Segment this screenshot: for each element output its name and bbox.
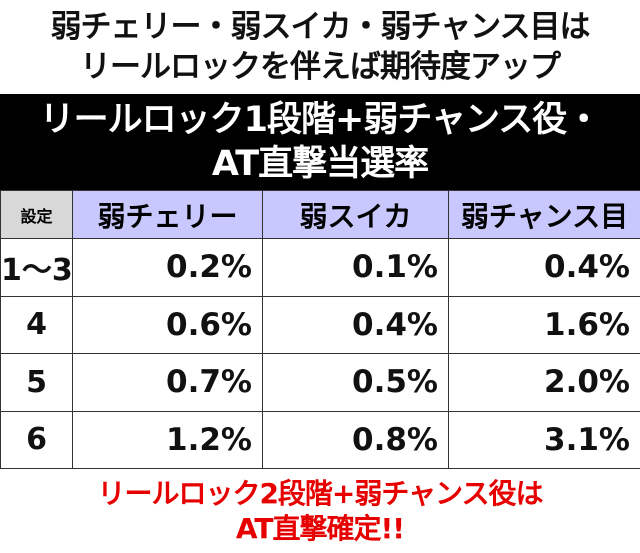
table-title-line: AT直撃当選率 (211, 144, 429, 184)
rate-cell: 0.5% (262, 353, 449, 412)
header-cell: 設定 (0, 190, 73, 239)
rate-cell: 0.4% (262, 295, 449, 354)
table-row: 5 0.7% 0.5% 2.0% (0, 353, 640, 412)
rate-cell: 0.2% (72, 238, 263, 297)
rate-cell: 3.1% (448, 410, 640, 469)
setting-cell: 6 (0, 410, 73, 469)
table-body: 設定 弱チェリー 弱スイカ 弱チャンス目 1～3 0.2% 0.1% 0.4% 4 0.6% 0.4… (0, 190, 640, 469)
header-cell: 弱スイカ (262, 190, 449, 239)
rate-cell: 0.8% (262, 410, 449, 469)
table-row: 6 1.2% 0.8% 3.1% (0, 410, 640, 469)
setting-cell: 1～3 (0, 238, 73, 297)
setting-cell: 4 (0, 295, 73, 354)
header-cell: 弱チェリー (72, 190, 263, 239)
rate-cell: 1.2% (72, 410, 263, 469)
heading-line: リールロックを伴えば期待度アップ (80, 49, 561, 85)
footer-line: AT直撃確定!! (235, 511, 405, 545)
table-row: 4 0.6% 0.4% 1.6% (0, 295, 640, 354)
rate-cell: 2.0% (448, 353, 640, 412)
heading-line: 弱チェリー・弱スイカ・弱チャンス目は (50, 9, 590, 45)
rate-cell: 0.1% (262, 238, 449, 297)
header-row: 設定 弱チェリー 弱スイカ 弱チャンス目 (0, 190, 640, 239)
table-title-line: リールロック1段階+弱チャンス役・ (39, 100, 602, 140)
rate-cell: 0.7% (72, 353, 263, 412)
table-row: 1～3 0.2% 0.1% 0.4% (0, 238, 640, 297)
rate-cell: 1.6% (448, 295, 640, 354)
rate-table: 設定 弱チェリー 弱スイカ 弱チャンス目 1～3 0.2% 0.1% 0.4% 4 0.6% 0.4… (0, 190, 640, 469)
rate-cell: 0.4% (448, 238, 640, 297)
header-cell: 弱チャンス目 (448, 190, 640, 239)
setting-cell: 5 (0, 353, 73, 412)
footer: リールロック2段階+弱チャンス役は AT直撃確定!! (0, 469, 640, 552)
rate-cell: 0.6% (72, 295, 263, 354)
table-title: リールロック1段階+弱チャンス役・ AT直撃当選率 (0, 94, 640, 190)
footer-line: リールロック2段階+弱チャンス役は (97, 476, 543, 510)
heading: 弱チェリー・弱スイカ・弱チャンス目は リールロックを伴えば期待度アップ (0, 0, 640, 94)
